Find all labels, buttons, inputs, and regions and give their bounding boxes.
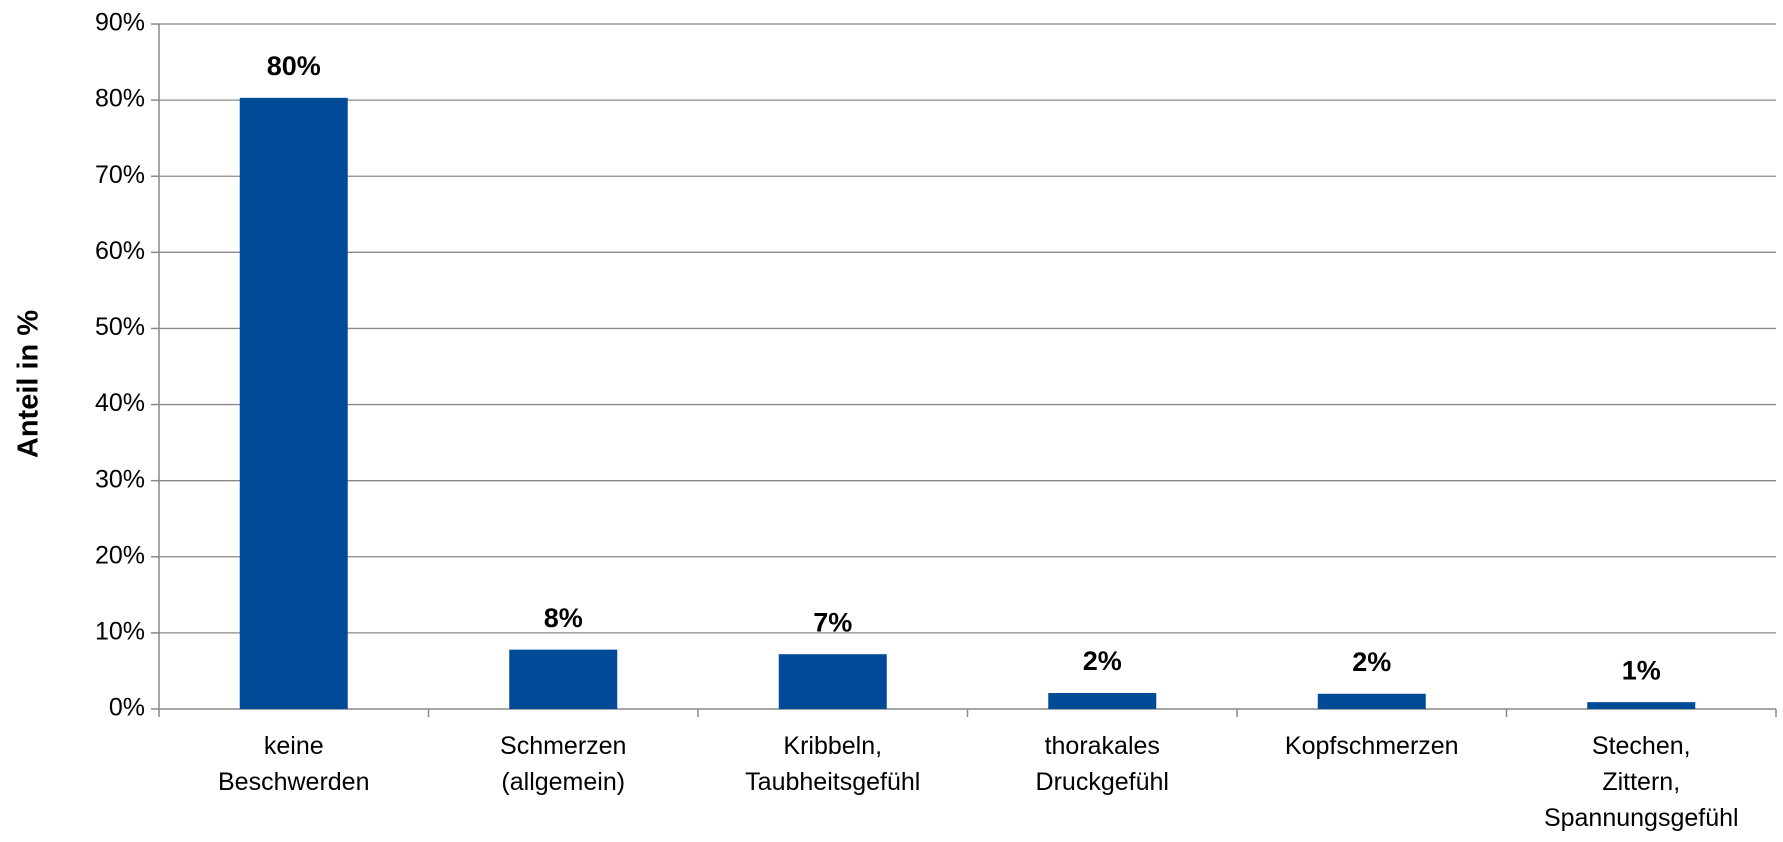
y-tick-label: 80%: [95, 85, 145, 113]
y-tick-label: 20%: [95, 541, 145, 569]
bar: [1317, 693, 1426, 709]
x-tick-label-line: Stechen,: [1592, 732, 1691, 760]
data-label: 7%: [813, 607, 852, 637]
data-label: 8%: [544, 603, 583, 633]
x-tick-label: Stechen, Zittern, Spannungsgefühl: [1544, 732, 1739, 832]
y-tick-label: 50%: [95, 313, 145, 341]
data-label: 2%: [1352, 647, 1391, 677]
x-tick-label-line: Spannungsgefühl: [1544, 804, 1739, 832]
data-label: 2%: [1083, 646, 1122, 676]
data-label: 80%: [267, 51, 321, 81]
y-tick-label: 60%: [95, 237, 145, 265]
x-tick-label-line: Schmerzen: [500, 732, 626, 760]
y-tick-label: 0%: [109, 694, 145, 722]
x-tick-label-line: Druckgefühl: [1036, 768, 1169, 796]
x-tick-label-line: thorakales: [1045, 732, 1160, 760]
bar: [778, 654, 887, 709]
x-tick-label: Schmerzen (allgemein): [500, 732, 626, 796]
y-axis-label: Anteil in %: [13, 310, 45, 458]
y-tick-label: 90%: [95, 9, 145, 37]
y-tick-label: 10%: [95, 617, 145, 645]
x-tick-label: thorakales Druckgefühl: [1036, 732, 1169, 796]
x-tick-label-line: Beschwerden: [218, 768, 369, 796]
bar: [239, 97, 348, 710]
bar: [509, 649, 618, 709]
x-tick-label: Kribbeln, Taubheitsgefühl: [745, 732, 920, 796]
x-tick-label-line: keine: [264, 732, 324, 760]
y-tick-label: 70%: [95, 161, 145, 189]
x-tick-label: Kopfschmerzen: [1285, 732, 1459, 760]
data-label: 1%: [1622, 655, 1661, 685]
x-tick-label: keine Beschwerden: [218, 732, 369, 796]
x-tick-label-line: Taubheitsgefühl: [745, 768, 920, 796]
y-tick-label: 30%: [95, 465, 145, 493]
x-tick-label-line: Zittern,: [1602, 768, 1680, 796]
bar: [1048, 693, 1157, 709]
x-tick-label-line: Kopfschmerzen: [1285, 732, 1459, 760]
x-tick-label-line: (allgemein): [501, 768, 625, 796]
y-tick-label: 40%: [95, 389, 145, 417]
bar: [1587, 702, 1696, 709]
x-tick-label-line: Kribbeln,: [783, 732, 882, 760]
